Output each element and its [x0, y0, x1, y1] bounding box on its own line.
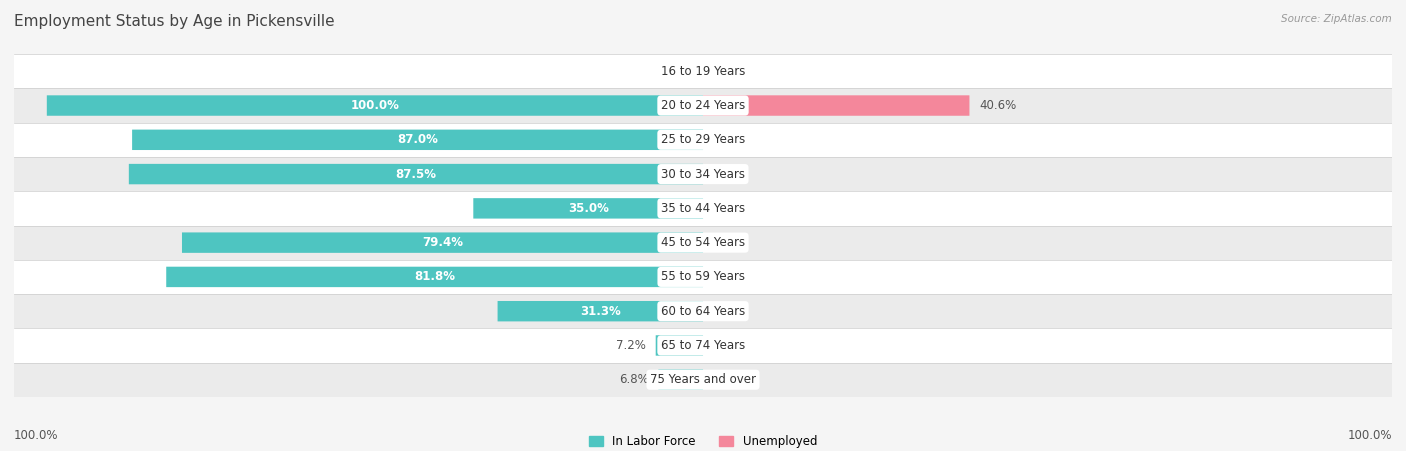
FancyBboxPatch shape	[46, 95, 703, 116]
Text: 40.6%: 40.6%	[979, 99, 1017, 112]
Bar	[14, 123, 1392, 157]
Bar	[14, 157, 1392, 191]
Text: 100.0%: 100.0%	[1347, 429, 1392, 442]
Text: 100.0%: 100.0%	[350, 99, 399, 112]
Text: 0.0%: 0.0%	[713, 202, 742, 215]
FancyBboxPatch shape	[658, 369, 703, 390]
Text: 0.0%: 0.0%	[713, 271, 742, 283]
Legend: In Labor Force, Unemployed: In Labor Force, Unemployed	[583, 430, 823, 451]
Bar	[14, 328, 1392, 363]
FancyBboxPatch shape	[703, 95, 970, 116]
FancyBboxPatch shape	[129, 164, 703, 184]
Text: 0.0%: 0.0%	[713, 133, 742, 146]
Text: 0.0%: 0.0%	[713, 305, 742, 318]
Text: 16 to 19 Years: 16 to 19 Years	[661, 65, 745, 78]
Bar	[14, 294, 1392, 328]
Bar	[14, 54, 1392, 88]
FancyBboxPatch shape	[498, 301, 703, 322]
Bar	[14, 88, 1392, 123]
Text: 25 to 29 Years: 25 to 29 Years	[661, 133, 745, 146]
Text: 6.8%: 6.8%	[619, 373, 648, 386]
Text: 81.8%: 81.8%	[415, 271, 456, 283]
Text: 75 Years and over: 75 Years and over	[650, 373, 756, 386]
FancyBboxPatch shape	[474, 198, 703, 219]
Text: Employment Status by Age in Pickensville: Employment Status by Age in Pickensville	[14, 14, 335, 28]
Text: 0.0%: 0.0%	[713, 236, 742, 249]
Text: 45 to 54 Years: 45 to 54 Years	[661, 236, 745, 249]
Text: 0.0%: 0.0%	[664, 65, 693, 78]
Bar	[14, 260, 1392, 294]
Text: 0.0%: 0.0%	[713, 65, 742, 78]
Text: 65 to 74 Years: 65 to 74 Years	[661, 339, 745, 352]
Text: 31.3%: 31.3%	[579, 305, 620, 318]
Text: 0.0%: 0.0%	[713, 168, 742, 180]
FancyBboxPatch shape	[655, 335, 703, 356]
Bar	[14, 191, 1392, 226]
Text: 87.0%: 87.0%	[396, 133, 439, 146]
FancyBboxPatch shape	[166, 267, 703, 287]
Text: 0.0%: 0.0%	[713, 373, 742, 386]
FancyBboxPatch shape	[181, 232, 703, 253]
Text: 60 to 64 Years: 60 to 64 Years	[661, 305, 745, 318]
Text: 87.5%: 87.5%	[395, 168, 436, 180]
Text: Source: ZipAtlas.com: Source: ZipAtlas.com	[1281, 14, 1392, 23]
Text: 35 to 44 Years: 35 to 44 Years	[661, 202, 745, 215]
Text: 30 to 34 Years: 30 to 34 Years	[661, 168, 745, 180]
Text: 0.0%: 0.0%	[713, 339, 742, 352]
FancyBboxPatch shape	[132, 129, 703, 150]
Text: 55 to 59 Years: 55 to 59 Years	[661, 271, 745, 283]
Bar	[14, 226, 1392, 260]
Text: 35.0%: 35.0%	[568, 202, 609, 215]
Text: 79.4%: 79.4%	[422, 236, 463, 249]
Text: 7.2%: 7.2%	[616, 339, 645, 352]
Bar	[14, 363, 1392, 397]
Text: 100.0%: 100.0%	[14, 429, 59, 442]
Text: 20 to 24 Years: 20 to 24 Years	[661, 99, 745, 112]
